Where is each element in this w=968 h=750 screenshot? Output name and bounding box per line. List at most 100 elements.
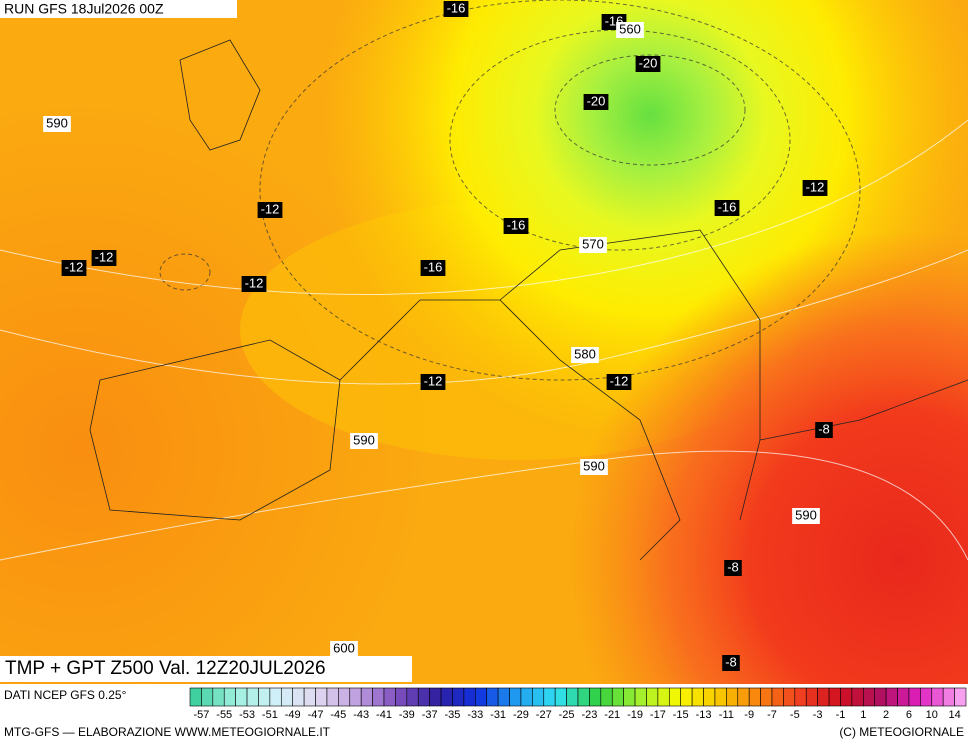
contour-label-box <box>61 260 87 276</box>
legend-label: -33 <box>467 709 483 721</box>
contour-label-box <box>571 347 599 363</box>
legend-swatch <box>486 687 499 707</box>
contour-label-box <box>330 641 358 657</box>
legend-swatch <box>748 687 761 707</box>
legend-label: -41 <box>376 709 392 721</box>
contour-label: -12 <box>610 373 629 388</box>
legend-label: -39 <box>399 709 415 721</box>
legend-label: -13 <box>696 709 712 721</box>
contour-label-box <box>606 374 632 390</box>
legend-swatch <box>771 687 784 707</box>
contour-label: 590 <box>46 115 68 130</box>
legend-swatch <box>623 687 636 707</box>
legend-label: -53 <box>239 709 255 721</box>
footer-right: (C) METEOGIORNALE <box>839 725 964 739</box>
legend-swatch <box>554 687 567 707</box>
legend-label: -55 <box>216 709 232 721</box>
legend-swatch <box>258 687 271 707</box>
legend-swatch <box>851 687 864 707</box>
legend-label: -7 <box>767 709 777 721</box>
contour-label: -12 <box>806 179 825 194</box>
legend-label: -37 <box>422 709 438 721</box>
legend-swatch <box>372 687 385 707</box>
legend-swatch <box>201 687 214 707</box>
legend-label: -49 <box>285 709 301 721</box>
legend-label: -3 <box>813 709 823 721</box>
contour-label-box <box>583 94 609 110</box>
legend-swatch <box>212 687 225 707</box>
contour-label-box <box>815 422 833 438</box>
legend-swatch <box>543 687 556 707</box>
contour-label: -12 <box>95 249 114 264</box>
contour-label-box <box>724 560 742 576</box>
legend-label: -11 <box>719 709 734 721</box>
legend-label: 14 <box>948 709 960 721</box>
legend-label: 10 <box>926 709 938 721</box>
contour-label-box <box>350 433 378 449</box>
legend-swatch <box>828 687 841 707</box>
legend-swatch <box>292 687 305 707</box>
legend-label: -19 <box>627 709 643 721</box>
legend-label: 1 <box>860 709 866 721</box>
legend-swatch <box>737 687 750 707</box>
contour-label-box <box>714 200 740 216</box>
product-box <box>0 656 412 682</box>
legend-swatch <box>452 687 465 707</box>
contour-label-box <box>580 459 608 475</box>
legend-swatch <box>817 687 830 707</box>
product-label: TMP + GPT Z500 Val. 12Z20JUL2026 <box>5 658 326 679</box>
legend-swatch <box>942 687 955 707</box>
legend-label: -1 <box>836 709 846 721</box>
legend-label: -29 <box>513 709 529 721</box>
legend-swatch <box>805 687 818 707</box>
legend-swatch <box>520 687 533 707</box>
legend-swatch <box>269 687 282 707</box>
legend-swatch <box>794 687 807 707</box>
legend-swatch <box>885 687 898 707</box>
legend-label: -35 <box>445 709 461 721</box>
legend-swatch <box>908 687 921 707</box>
legend-swatch <box>657 687 670 707</box>
contour-label: -8 <box>725 654 737 669</box>
legend-swatch <box>474 687 488 707</box>
run-box <box>0 0 237 18</box>
legend-swatch <box>954 687 967 707</box>
contour-label-box <box>802 180 828 196</box>
legend-swatch <box>406 687 419 707</box>
contour-label: -12 <box>245 275 264 290</box>
legend-swatch <box>315 687 328 707</box>
contour-label: 590 <box>353 432 375 447</box>
contour-label: 580 <box>574 346 596 361</box>
legend-swatch <box>566 687 579 707</box>
contour-label: -20 <box>587 93 606 108</box>
legend-swatch <box>920 687 933 707</box>
legend-label: 2 <box>883 709 889 721</box>
contour-label: -16 <box>718 199 737 214</box>
legend-swatch <box>680 687 693 707</box>
contour-label: -16 <box>507 217 526 232</box>
legend-swatch <box>897 687 910 707</box>
legend-swatch <box>703 687 716 707</box>
contour-label-box <box>420 260 446 276</box>
legend-swatch <box>931 687 944 707</box>
legend-label: -15 <box>673 709 689 721</box>
legend-swatch <box>383 687 396 707</box>
legend-swatch <box>646 687 659 707</box>
legend-swatch <box>760 687 773 707</box>
contour-label: 570 <box>582 236 604 251</box>
legend-swatch <box>726 687 739 707</box>
legend-swatch <box>668 687 682 707</box>
legend-label: 6 <box>906 709 912 721</box>
legend-swatch <box>874 687 887 707</box>
legend-swatch <box>338 687 351 707</box>
legend-swatch <box>862 687 876 707</box>
legend-swatch <box>326 687 339 707</box>
contour-label: 590 <box>795 507 817 522</box>
legend-swatch <box>634 687 647 707</box>
footer-left: MTG-GFS — ELABORAZIONE WWW.METEOGIORNALE… <box>4 725 331 739</box>
contour-label: -20 <box>639 55 658 70</box>
legend-swatch <box>532 687 545 707</box>
legend-label: -17 <box>650 709 666 721</box>
legend-swatch <box>577 687 590 707</box>
